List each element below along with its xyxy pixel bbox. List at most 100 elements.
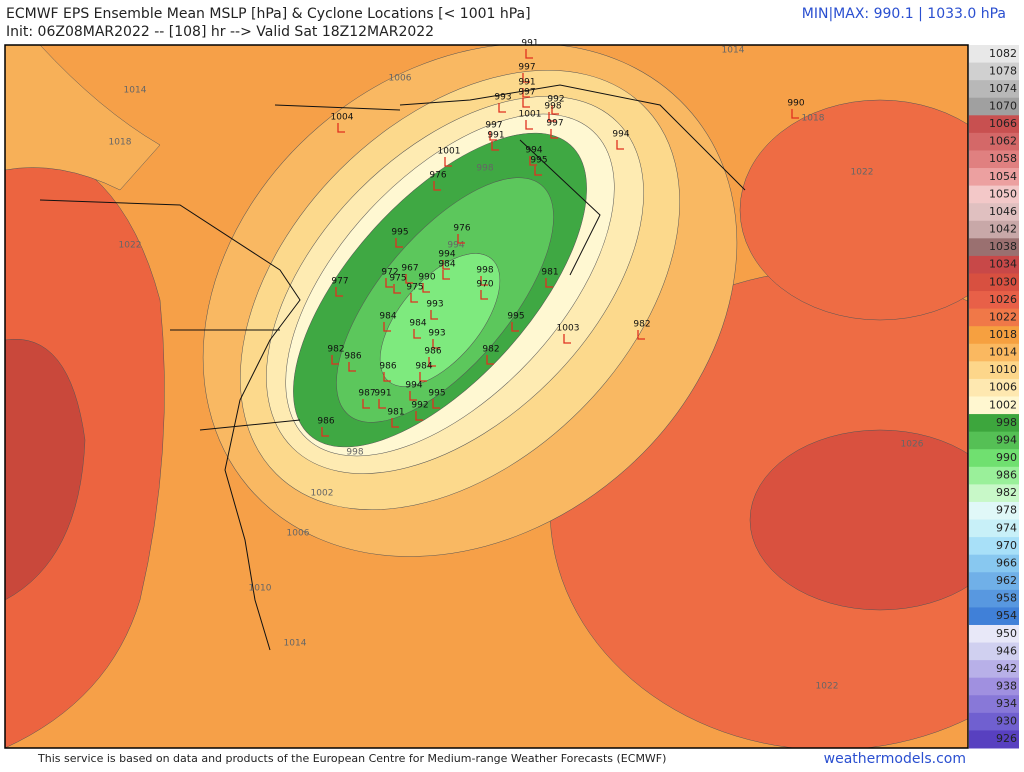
cyclone-pressure: 992 (411, 401, 428, 411)
colorbar-label: 1010 (989, 363, 1017, 376)
cyclone-pressure: 995 (507, 312, 524, 322)
site-link[interactable]: weathermodels.com (824, 751, 966, 767)
colorbar-swatch (969, 589, 1019, 608)
colorbar-swatch (969, 642, 1019, 661)
cyclone-pressure: 986 (317, 417, 334, 427)
cyclone-pressure: 995 (428, 389, 445, 399)
cyclone-pressure: 1004 (331, 113, 354, 123)
cyclone-pressure: 997 (546, 119, 563, 129)
cyclone-marker (331, 355, 339, 365)
colorbar-label: 942 (996, 662, 1017, 675)
colorbar-swatch (969, 255, 1019, 274)
cyclone-pressure: 992 (547, 95, 564, 105)
colorbar-label: 1070 (989, 100, 1017, 113)
colorbar-label: 1006 (989, 381, 1017, 394)
cyclone-marker (522, 98, 530, 108)
colorbar-swatch (969, 361, 1019, 380)
colorbar-label: 998 (996, 416, 1017, 429)
cyclone-pressure: 986 (424, 347, 441, 357)
cyclone-marker (422, 283, 430, 293)
colorbar-swatch (969, 431, 1019, 450)
credit: This service is based on data and produc… (37, 752, 666, 765)
cyclone-marker (563, 334, 571, 344)
colorbar-swatch (969, 80, 1019, 99)
contour-label: 994 (447, 241, 464, 251)
colorbar-swatch (969, 554, 1019, 573)
contour-label: 1022 (816, 682, 839, 692)
cyclone-marker (534, 166, 542, 176)
colorbar-swatch (969, 291, 1019, 310)
cyclone-marker (548, 112, 556, 122)
contour-label: 1006 (287, 529, 310, 539)
cyclone-pressure: 991 (487, 131, 504, 141)
cyclone-marker (378, 399, 386, 409)
cyclone-pressure: 995 (530, 156, 547, 166)
colorbar-swatch (969, 238, 1019, 257)
cyclone-marker (525, 49, 533, 59)
cyclone-marker (442, 270, 450, 280)
colorbar-label: 1046 (989, 205, 1017, 218)
contour-label: 1022 (119, 241, 142, 251)
colorbar-swatch (969, 572, 1019, 591)
colorbar-label: 1058 (989, 152, 1017, 165)
cyclone-marker (383, 372, 391, 382)
colorbar-swatch (969, 537, 1019, 556)
map-frame (4, 44, 969, 749)
cyclone-pressure: 997 (518, 88, 535, 98)
colorbar-label: 990 (996, 451, 1017, 464)
cyclone-pressure: 975 (389, 274, 406, 284)
colorbar-swatch (969, 343, 1019, 362)
cyclone-marker (550, 129, 558, 139)
colorbar-swatch (969, 203, 1019, 222)
contour-label: 1006 (389, 74, 412, 84)
cyclone-marker (637, 330, 645, 340)
colorbar-swatch (969, 185, 1019, 204)
colorbar-label: 954 (996, 609, 1017, 622)
colorbar-label: 1062 (989, 135, 1017, 148)
colorbar-swatch (969, 62, 1019, 81)
cyclone-marker (616, 140, 624, 150)
contour-label: 1014 (284, 639, 307, 649)
colorbar-swatch (969, 660, 1019, 679)
cyclone-marker (321, 427, 329, 437)
cyclone-marker (362, 399, 370, 409)
colorbar-label: 1018 (989, 328, 1017, 341)
colorbar-swatch (969, 449, 1019, 468)
cyclone-pressure: 977 (331, 277, 348, 287)
cyclone-marker (489, 131, 497, 141)
colorbar-swatch (969, 677, 1019, 696)
cyclone-marker (432, 399, 440, 409)
colorbar-label: 926 (996, 732, 1017, 745)
colorbar-swatch (969, 308, 1019, 327)
cyclone-pressure: 970 (476, 280, 493, 290)
cyclone-pressure: 993 (428, 329, 445, 339)
colorbar-label: 1066 (989, 117, 1017, 130)
colorbar-label: 970 (996, 539, 1017, 552)
cyclone-marker (415, 411, 423, 421)
cyclone-pressure: 993 (494, 93, 511, 103)
cyclone-pressure: 1001 (519, 110, 542, 120)
colorbar-swatch (969, 624, 1019, 644)
cyclone-marker (393, 284, 401, 294)
cyclone-marker (525, 120, 533, 130)
colorbar-label: 1054 (989, 170, 1017, 183)
cyclone-marker (335, 287, 343, 297)
colorbar-label: 962 (996, 574, 1017, 587)
colorbar-label: 1042 (989, 223, 1017, 236)
contour-label: 1018 (802, 114, 825, 124)
cyclone-marker (522, 73, 530, 83)
contour-label: 1026 (901, 440, 924, 450)
cyclone-marker (545, 278, 553, 288)
cyclone-marker (442, 260, 450, 270)
contour-label: 1010 (249, 584, 272, 594)
cyclone-pressure: 984 (438, 260, 455, 270)
cyclone-pressure: 981 (387, 408, 404, 418)
colorbar-swatch (969, 115, 1019, 134)
cyclone-pressure: 981 (541, 268, 558, 278)
cyclone-marker (486, 355, 494, 365)
colorbar-label: 974 (996, 521, 1017, 534)
colorbar-label: 1030 (989, 275, 1017, 288)
cyclone-pressure: 997 (485, 121, 502, 131)
colorbar-swatch (969, 695, 1019, 714)
